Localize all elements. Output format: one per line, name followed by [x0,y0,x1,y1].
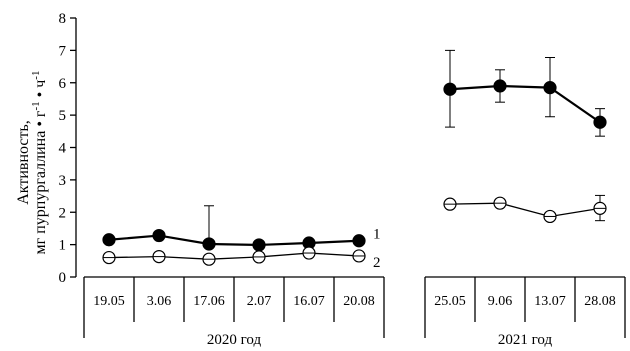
category-label: 16.07 [293,294,325,309]
series-1-line [108,234,360,247]
series-1-point [593,115,607,129]
series-1-point [443,82,457,96]
category-label: 28.08 [584,294,616,309]
series-label-2: 2 [373,255,381,271]
y-tick-label: 8 [59,11,67,27]
series-1-point [352,234,366,248]
y-tick-label: 3 [59,173,67,189]
category-label: 19.05 [93,294,125,309]
series-1-line [449,84,601,124]
y-tick-label: 2 [59,205,67,221]
y-axis-label-line-2: мг пурпургаллина • г-1 • ч-1 [30,71,49,255]
category-label: 2.07 [247,294,272,309]
y-tick-label: 0 [59,270,67,286]
series-1-point [543,81,557,95]
y-axis-label-line-1: Активность, [15,120,32,205]
y-axis-label-sup-1: -1 [30,101,42,110]
series-1-point [252,238,266,252]
y-axis-label-unit-2: • ч [32,80,49,102]
y-axis-label-unit: мг пурпургаллина • г [32,110,49,254]
category-label: 25.05 [434,294,466,309]
chart-marks: 12 [102,49,607,271]
y-tick-label: 7 [59,43,67,59]
series-1-point [102,233,116,247]
axes: 0 1 2 3 4 5 6 7 8 [59,11,77,286]
y-tick-label: 5 [59,108,67,124]
series-label-1: 1 [373,227,381,243]
year-label: 2021 год [498,332,553,348]
category-table: 19.05 3.06 17.06 2.07 16.07 20.08 2020 год 25.0… [83,276,626,348]
year-label: 2020 год [207,332,262,348]
category-label: 13.07 [534,294,566,309]
series-1-point [152,228,166,243]
series-1-point [202,237,216,251]
series-2-line [108,252,360,260]
y-tick-label: 1 [59,238,67,254]
category-label: 9.06 [488,294,513,309]
y-axis-label-group: Активность, мг пурпургаллина • г-1 • ч-1 [15,71,49,255]
category-label: 17.06 [193,294,225,309]
series-2-line [449,202,601,218]
y-axis-label-sup-2: -1 [30,71,42,80]
y-axis-label: Активность, мг пурпургаллина • г-1 • ч-1 [15,71,49,255]
category-label: 20.08 [343,294,375,309]
series-1-point [493,79,507,93]
y-tick-label: 6 [59,76,67,92]
y-tick-label: 4 [59,141,67,157]
category-label: 3.06 [147,294,172,309]
